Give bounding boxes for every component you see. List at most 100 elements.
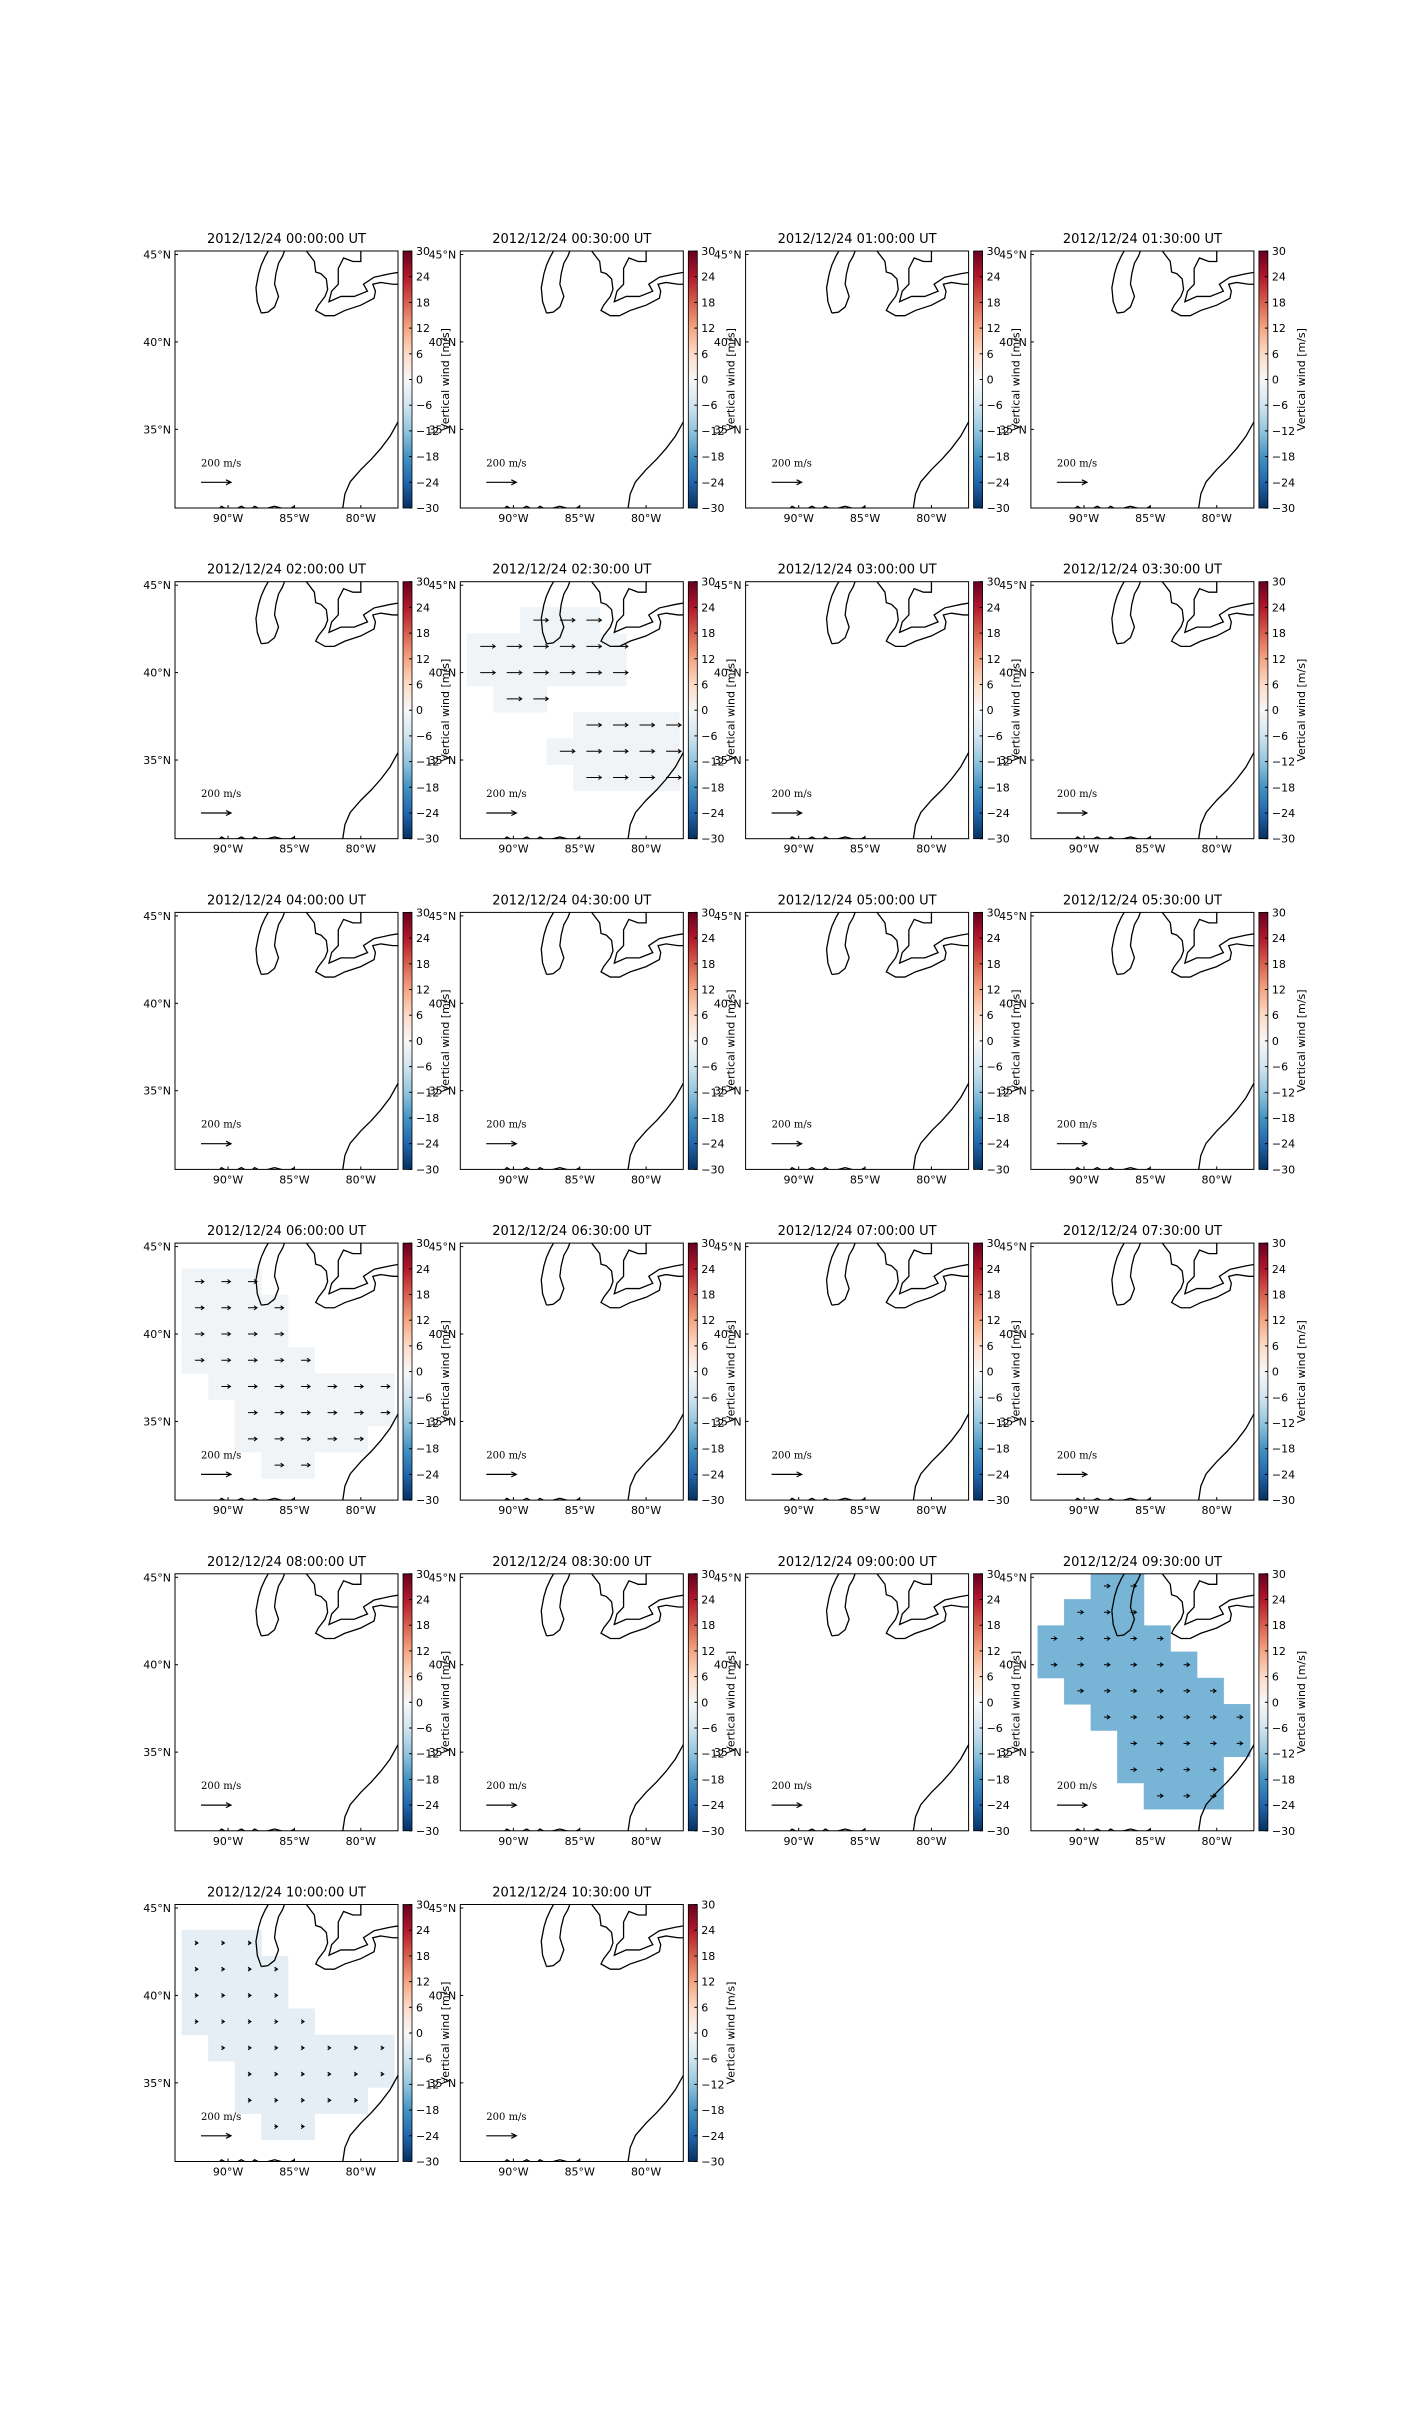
- colorbar-tick-label: −12: [1272, 1417, 1295, 1430]
- lon-tick-label: 85°W: [1135, 1504, 1165, 1517]
- reference-arrow: [486, 1140, 518, 1147]
- coastline: [546, 581, 571, 645]
- colorbar-label: Vertical wind [m/s]: [724, 1651, 737, 1754]
- map-frame: [174, 1242, 399, 1501]
- wind-arrow: [586, 722, 603, 728]
- map-frame: [459, 250, 684, 509]
- reference-arrow: [486, 479, 518, 486]
- coastline: [1117, 581, 1142, 645]
- wind-cell: [1090, 1573, 1118, 1600]
- colorbar-tick-label: 30: [987, 1237, 1001, 1250]
- coastline: [342, 1412, 398, 1501]
- colorbar-tick-label: 30: [701, 1568, 715, 1581]
- coastline: [540, 1573, 555, 1637]
- wind-arrow: [221, 2045, 226, 2051]
- wind-arrow: [194, 1357, 205, 1363]
- wind-arrow: [586, 748, 603, 754]
- colorbar-tick-label: −24: [701, 2130, 724, 2143]
- colorbar-tick-label: 0: [987, 1696, 994, 1709]
- wind-arrow: [300, 2045, 306, 2051]
- lon-tick-label: 85°W: [565, 843, 595, 856]
- lon-tick-label: 80°W: [631, 512, 661, 525]
- coastline: [540, 1904, 555, 1967]
- wind-arrow: [247, 1940, 252, 1946]
- lon-tick-label: 90°W: [1069, 1835, 1099, 1848]
- colorbar-tick-label: −18: [1272, 1112, 1295, 1125]
- lon-tick-label: 90°W: [498, 843, 528, 856]
- wind-arrow: [1130, 1767, 1138, 1773]
- map-area: [493, 1904, 684, 2162]
- colorbar-tick-label: 18: [701, 627, 715, 640]
- colorbar-tick-label: −30: [1272, 1163, 1295, 1176]
- colorbar-tick-label: −30: [416, 1825, 439, 1838]
- wind-arrow: [221, 1305, 232, 1311]
- wind-arrow: [274, 1305, 285, 1311]
- coastline: [305, 1573, 398, 1640]
- lon-tick-label: 80°W: [631, 1173, 661, 1186]
- wind-arrow: [274, 1992, 279, 1998]
- colorbar-tick-label: 24: [987, 1263, 1001, 1276]
- wind-arrow: [274, 1410, 285, 1416]
- wind-arrow: [301, 1436, 312, 1442]
- colorbar-tick-label: 0: [701, 2027, 708, 2040]
- colorbar-tick-label: −24: [416, 2130, 439, 2143]
- coastline: [342, 1081, 398, 1170]
- wind-arrow: [1077, 1636, 1085, 1641]
- colorbar-tick-label: −6: [987, 399, 1003, 412]
- panel-title: 2012/12/24 10:30:00 UT: [492, 1886, 651, 1901]
- map-area: [778, 581, 969, 839]
- colorbar-tick-label: −24: [701, 476, 724, 489]
- colorbar-tick-label: −12: [416, 1748, 439, 1761]
- reference-label: 200 m/s: [772, 789, 812, 800]
- colorbar-label: Vertical wind [m/s]: [724, 1982, 737, 2085]
- colorbar-tick-label: 6: [1272, 679, 1279, 692]
- wind-arrow: [480, 643, 497, 649]
- wind-arrow: [194, 1279, 205, 1284]
- colorbar-tick-label: 24: [1272, 271, 1286, 284]
- wind-arrow: [1103, 1609, 1111, 1615]
- colorbar-tick-label: 24: [416, 932, 430, 945]
- map-panel: 2012/12/24 08:00:00 UT 200 m/s 45°N 40°N 35°…: [143, 1555, 452, 1848]
- colorbar-tick-label: 6: [701, 1340, 708, 1353]
- wind-arrow: [248, 1410, 258, 1416]
- colorbar-tick-label: 0: [987, 704, 994, 717]
- map-panel: 2012/12/24 03:30:00 UT 200 m/s 45°N 40°N 35°…: [999, 563, 1308, 856]
- colorbar-tick-label: 12: [701, 1976, 715, 1989]
- coastline: [898, 912, 969, 965]
- colorbar-tick-label: −30: [701, 833, 724, 846]
- colorbar-tick-label: −12: [701, 2078, 724, 2091]
- lat-tick-label: 45°N: [714, 579, 742, 592]
- colorbar-tick-label: 30: [416, 906, 430, 919]
- colorbar-tick-label: −12: [701, 1417, 724, 1430]
- lon-tick-label: 90°W: [498, 512, 528, 525]
- coastline: [627, 1081, 684, 1170]
- wind-arrow: [533, 670, 550, 676]
- coastline: [328, 1243, 398, 1295]
- wind-arrow: [1157, 1740, 1164, 1746]
- lon-tick-label: 80°W: [916, 1504, 946, 1517]
- colorbar-tick-label: 6: [416, 679, 423, 692]
- coastline: [342, 1743, 398, 1831]
- coastline: [1161, 251, 1254, 317]
- colorbar-tick-label: −12: [416, 1086, 439, 1099]
- colorbar-tick-label: 24: [416, 1594, 430, 1607]
- colorbar-tick-label: 6: [1272, 1009, 1279, 1022]
- lat-tick-label: 35°N: [999, 423, 1027, 436]
- colorbar-tick-label: 18: [987, 1289, 1001, 1302]
- coastline: [1198, 1081, 1254, 1170]
- colorbar-tick-label: 6: [987, 1009, 994, 1022]
- wind-arrow: [274, 1357, 285, 1363]
- lat-tick-label: 40°N: [429, 997, 457, 1010]
- wind-arrow: [1157, 1714, 1164, 1720]
- coastline: [255, 251, 269, 314]
- colorbar-tick-label: −24: [1272, 476, 1295, 489]
- map-area: [466, 581, 684, 839]
- wind-arrow: [380, 1410, 391, 1416]
- coastline: [342, 2074, 398, 2162]
- colorbar-tick-label: 12: [416, 322, 430, 335]
- colorbar-tick-label: 24: [416, 271, 430, 284]
- lat-tick-label: 40°N: [429, 1659, 457, 1672]
- wind-arrow: [247, 1992, 252, 1998]
- wind-arrow: [274, 2097, 279, 2103]
- map-area: [181, 1243, 398, 1501]
